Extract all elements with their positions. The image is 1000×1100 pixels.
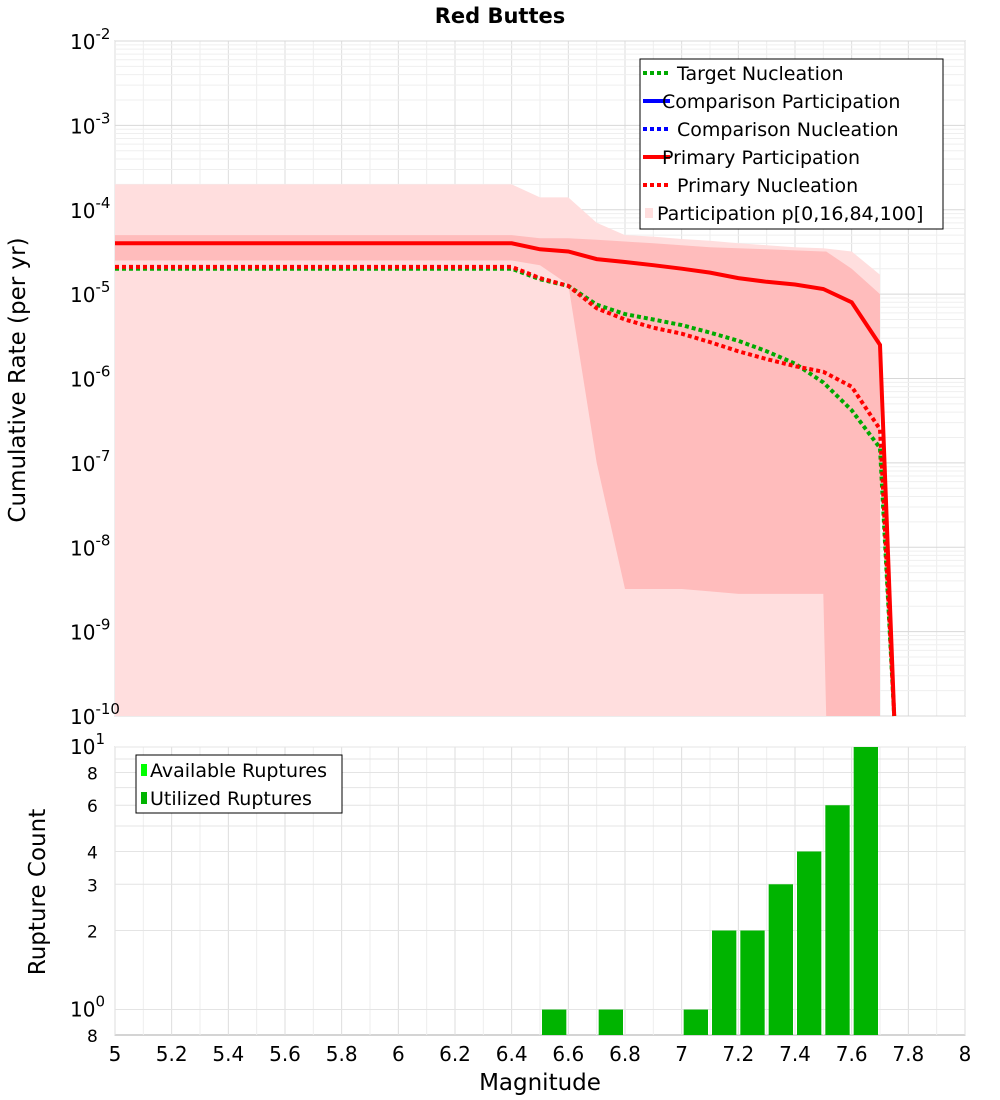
x-tick-label: 6.2	[439, 1042, 471, 1066]
participation-bands	[115, 184, 880, 716]
rate-series-lines	[115, 241, 897, 717]
rupture-bars	[542, 747, 878, 1035]
x-tick-label: 5	[109, 1042, 122, 1066]
legend-label: Available Ruptures	[150, 760, 327, 782]
x-tick-label: 7.8	[892, 1042, 924, 1066]
rupture-legend: Available Ruptures Utilized Ruptures	[135, 754, 343, 814]
participation-band-inner	[115, 235, 880, 716]
y-tick-label: 2	[87, 923, 98, 943]
legend-swatch	[141, 764, 147, 776]
x-tick-label: 5.6	[269, 1042, 301, 1066]
rupture-bar	[768, 884, 793, 1035]
legend-label: Utilized Ruptures	[150, 788, 312, 810]
y-tick-label: 10-6	[70, 363, 110, 392]
legend-label: Target Nucleation	[676, 63, 844, 85]
rupture-count-plot: 101 8 6 4 3 2 100 8 5 5.2 5.4 5.6 5.8 6 6.2 6.4 6.6 6.8 7…	[70, 730, 971, 1066]
rupture-bar	[853, 747, 878, 1035]
rate-plot: 10-2 10-3 10-4 10-5 10-6 10-7 10-8 10-9 10-10 Ta…	[70, 25, 966, 729]
rate-legend: Target Nucleation Comparison Participatio…	[639, 58, 944, 230]
legend-label: Participation p[0,16,84,100]	[657, 203, 923, 225]
rupture-legend-box	[135, 754, 343, 814]
y-tick-label: 10-4	[70, 194, 110, 223]
x-tick-label: 7.6	[836, 1042, 868, 1066]
y-tick-label: 3	[87, 876, 98, 896]
rupture-bar	[825, 805, 850, 1035]
y-tick-label: 10-10	[70, 700, 120, 729]
legend-label: Comparison Participation	[662, 91, 900, 113]
x-tick-label: 6.6	[552, 1042, 584, 1066]
x-tick-label: 8	[959, 1042, 972, 1066]
y-tick-label: 4	[87, 843, 98, 863]
rupture-bar	[598, 1009, 623, 1035]
rupture-bar	[797, 851, 822, 1035]
y-tick-label: 10-9	[70, 616, 110, 645]
rupture-plot-grid	[114, 746, 966, 1035]
y-tick-label: 8	[87, 1027, 98, 1047]
y-tick-label: 10-2	[70, 25, 110, 54]
rupture-y-ticks: 101 8 6 4 3 2 100 8	[70, 730, 105, 1047]
x-axis-title: Magnitude	[479, 1070, 601, 1096]
x-tick-label: 7.2	[722, 1042, 754, 1066]
y-tick-label: 6	[87, 797, 98, 817]
rupture-bar	[542, 1009, 567, 1035]
legend-swatch	[645, 208, 653, 218]
x-tick-label: 5.2	[156, 1042, 188, 1066]
primary-participation-line	[115, 241, 897, 717]
x-tick-label: 7.4	[779, 1042, 811, 1066]
rupture-bar	[712, 930, 737, 1035]
rate-y-ticks: 10-2 10-3 10-4 10-5 10-6 10-7 10-8 10-9 10-10	[70, 25, 120, 729]
y-tick-label: 101	[70, 730, 105, 759]
primary-nucleation-line	[115, 264, 897, 717]
x-tick-label: 6.4	[496, 1042, 528, 1066]
y-tick-label: 10-5	[70, 278, 110, 307]
y-tick-label: 8	[87, 764, 98, 784]
legend-label: Primary Nucleation	[677, 175, 858, 197]
rupture-bar	[683, 1009, 708, 1035]
y-tick-label: 10-3	[70, 109, 110, 138]
bottom-y-axis-title: Rupture Count	[25, 809, 51, 975]
y-tick-label: 100	[70, 993, 105, 1022]
y-tick-label: 10-8	[70, 531, 110, 560]
chart-title: Red Buttes	[435, 4, 566, 28]
legend-label: Comparison Nucleation	[677, 119, 899, 141]
x-tick-label: 6.8	[609, 1042, 641, 1066]
top-y-axis-title: Cumulative Rate (per yr)	[5, 237, 31, 522]
magnitude-x-ticks: 5 5.2 5.4 5.6 5.8 6 6.2 6.4 6.6 6.8 7 7.2 7.4 7.6 7.8 8	[109, 1042, 972, 1066]
rate-legend-box	[639, 58, 944, 230]
rupture-bar	[740, 930, 765, 1035]
x-tick-label: 6	[392, 1042, 405, 1066]
x-tick-label: 5.8	[326, 1042, 358, 1066]
x-tick-label: 7	[675, 1042, 688, 1066]
legend-swatch	[141, 792, 147, 804]
x-tick-label: 5.4	[212, 1042, 244, 1066]
legend-label: Primary Participation	[662, 147, 860, 169]
y-tick-label: 10-7	[70, 447, 110, 476]
